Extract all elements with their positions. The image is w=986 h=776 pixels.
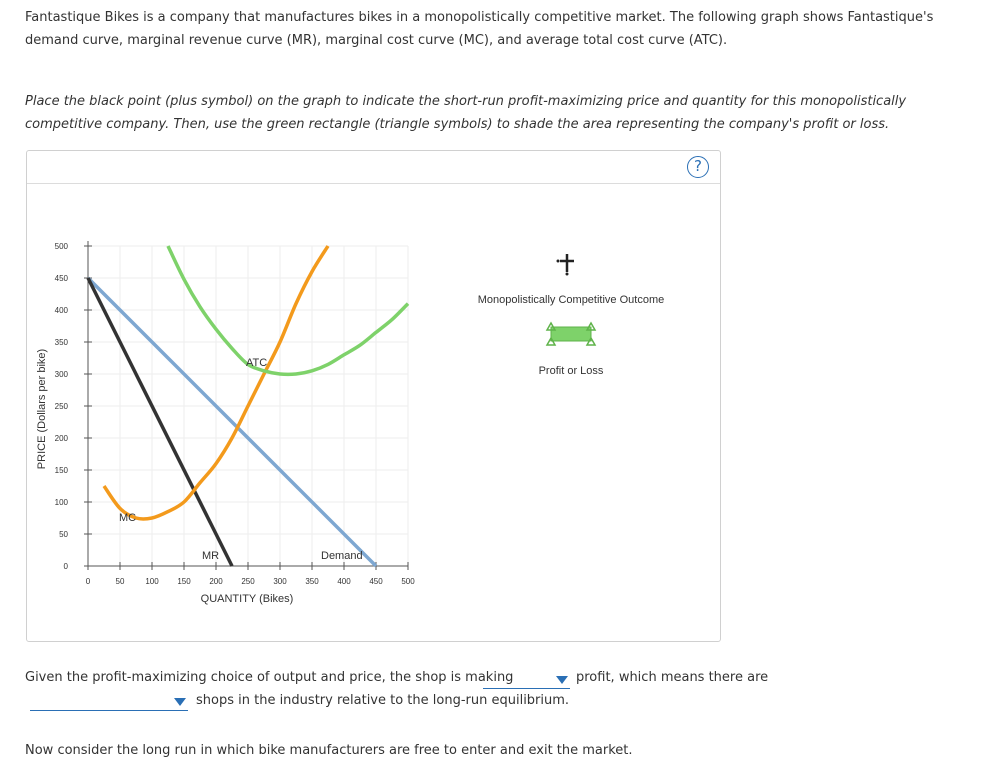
x-tick-label: 300 [273, 577, 287, 586]
curve-label-atc: ATC [246, 357, 267, 369]
y-tick-label: 200 [55, 434, 69, 443]
question-text-3: shops in the industry relative to the lo… [196, 693, 570, 708]
footer-paragraph: Now consider the long run in which bike … [25, 743, 633, 758]
mr-curve [86, 277, 234, 567]
curves [86, 245, 410, 568]
curve-label-mc: MC [119, 512, 136, 524]
graph-panel: ? 0 50 100 150 200 250 300 350 400 450 500 0 50 100 15… [26, 150, 721, 642]
y-tick-label: 300 [55, 370, 69, 379]
help-icon[interactable]: ? [687, 156, 709, 178]
x-tick-label: 200 [209, 577, 223, 586]
rect-tool-label: Profit or Loss [539, 365, 604, 377]
y-tick-label: 100 [55, 498, 69, 507]
graph-panel-header: ? [27, 151, 720, 184]
question-text-2: profit, which means there are [576, 670, 769, 685]
x-tick-label: 400 [337, 577, 351, 586]
question-text-1: Given the profit-maximizing choice of ou… [25, 670, 514, 685]
grid [88, 245, 409, 566]
x-tick-label: 450 [369, 577, 383, 586]
x-tick-label: 100 [145, 577, 159, 586]
y-axis-label: PRICE (Dollars per bike) [36, 349, 48, 469]
profit-type-dropdown[interactable] [483, 670, 570, 689]
mc-curve [102, 245, 330, 521]
y-tick-label: 150 [55, 466, 69, 475]
y-tick-label: 400 [55, 306, 69, 315]
point-tool-label: Monopolistically Competitive Outcome [478, 294, 664, 306]
x-axis-label: QUANTITY (Bikes) [201, 593, 294, 605]
chevron-down-icon [556, 676, 568, 684]
x-tick-label: 350 [305, 577, 319, 586]
axes: 0 50 100 150 200 250 300 350 400 450 500 0 50 100 150 2… [55, 241, 415, 586]
curve-label-demand: Demand [321, 550, 363, 562]
curve-label-mr: MR [202, 550, 219, 562]
y-tick-label: 250 [55, 402, 69, 411]
x-tick-label: 0 [86, 577, 91, 586]
instruction-paragraph: Place the black point (plus symbol) on t… [25, 94, 907, 132]
shop-count-dropdown[interactable] [30, 692, 188, 711]
black-plus-icon[interactable] [556, 254, 575, 276]
x-tick-label: 50 [116, 577, 125, 586]
graph-canvas[interactable]: 0 50 100 150 200 250 300 350 400 450 500 0 50 100 150 2… [27, 151, 720, 641]
demand-curve [86, 276, 378, 568]
atc-curve [166, 245, 410, 377]
y-tick-label: 450 [55, 274, 69, 283]
intro-paragraph: Fantastique Bikes is a company that manu… [25, 10, 934, 48]
y-tick-label: 350 [55, 338, 69, 347]
x-tick-label: 250 [241, 577, 255, 586]
y-tick-label: 50 [59, 530, 68, 539]
x-tick-label: 150 [177, 577, 191, 586]
green-rectangle-icon[interactable] [545, 321, 597, 346]
y-tick-label: 500 [55, 242, 69, 251]
chevron-down-icon [174, 698, 186, 706]
y-tick-label: 0 [64, 562, 69, 571]
x-tick-label: 500 [401, 577, 415, 586]
